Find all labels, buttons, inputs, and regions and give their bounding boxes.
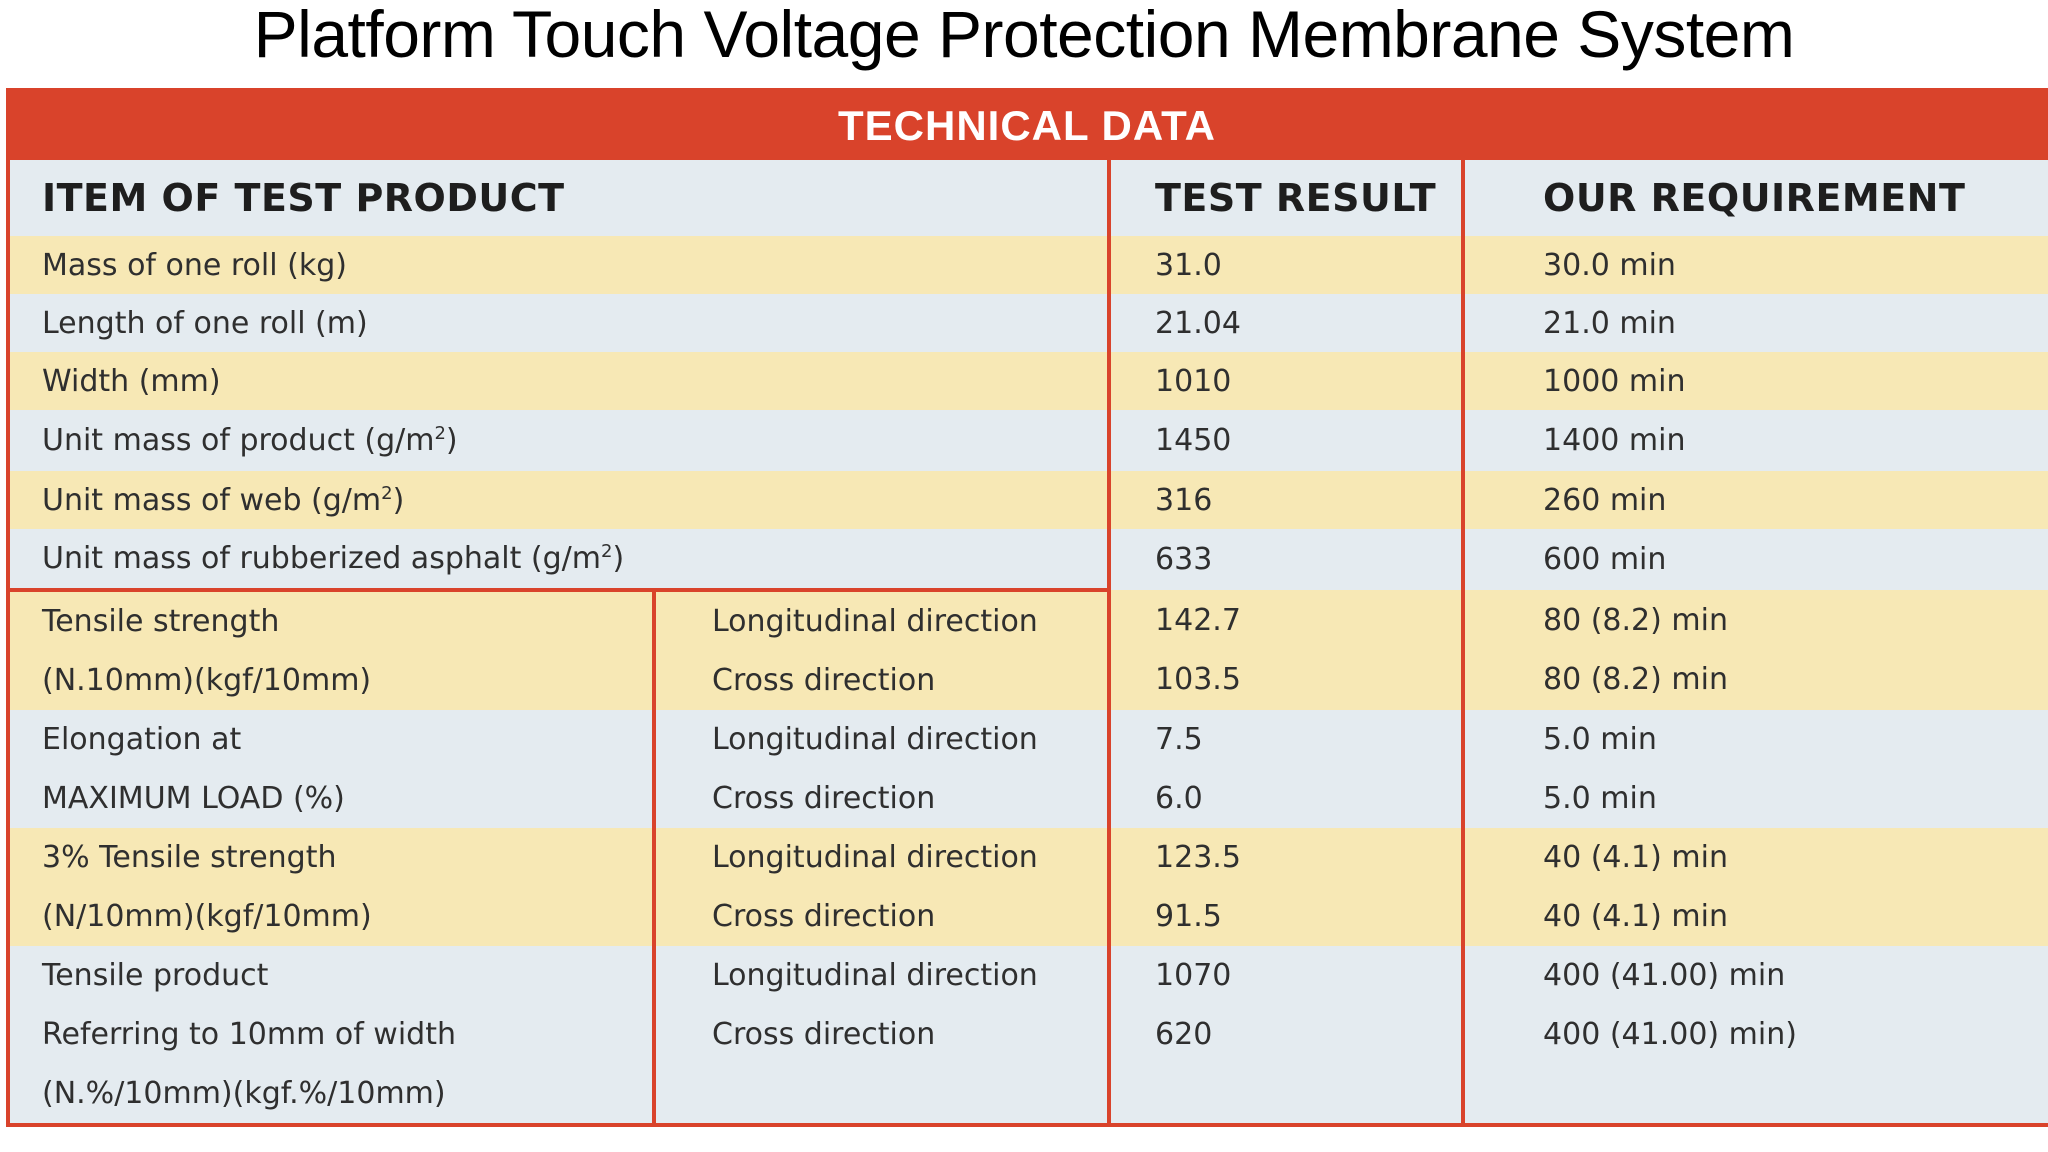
requirement-cell: 80 (8.2) min 80 (8.2) min — [1463, 590, 2048, 710]
header-requirement: OUR REQUIREMENT — [1463, 160, 2048, 236]
result-cell: 21.04 — [1109, 294, 1466, 352]
table-row: Unit mass of web (g/m2) 316 260 min — [5, 471, 2048, 529]
direction-cell: Longitudinal direction Cross direction — [654, 828, 1112, 946]
requirement-cell: 1000 min — [1463, 352, 2048, 410]
requirement-cell: 30.0 min — [1463, 236, 2048, 294]
table-row: Length of one roll (m) 21.04 21.0 min — [5, 294, 2048, 352]
requirement-cell: 400 (41.00) min 400 (41.00) min) — [1463, 946, 2048, 1127]
item-cell: Unit mass of product (g/m2) — [5, 410, 1112, 471]
result-cell: 316 — [1109, 471, 1466, 529]
result-cell: 1010 — [1109, 352, 1466, 410]
result-cell: 142.7 103.5 — [1109, 590, 1466, 710]
table-row: Unit mass of product (g/m2) 1450 1400 mi… — [5, 410, 2048, 471]
table-row: Elongation at MAXIMUM LOAD (%) Longitudi… — [6, 710, 2048, 828]
result-cell: 633 — [1109, 529, 1466, 590]
item-cell: Unit mass of web (g/m2) — [5, 471, 1112, 529]
result-cell: 31.0 — [1109, 236, 1466, 294]
table-row: 3% Tensile strength (N/10mm)(kgf/10mm) L… — [6, 828, 2048, 946]
table-row: Unit mass of rubberized asphalt (g/m2) 6… — [5, 529, 2048, 590]
requirement-cell: 5.0 min 5.0 min — [1463, 710, 2048, 828]
requirement-cell: 1400 min — [1463, 410, 2048, 471]
item-cell: Width (mm) — [5, 352, 1112, 410]
item-cell: Mass of one roll (kg) — [5, 236, 1112, 294]
table-row: Width (mm) 1010 1000 min — [5, 352, 2048, 410]
header-test-result: TEST RESULT — [1109, 160, 1466, 236]
requirement-cell: 600 min — [1463, 529, 2048, 590]
direction-cell: Longitudinal direction Cross direction — [654, 588, 1112, 710]
item-cell: 3% Tensile strength (N/10mm)(kgf/10mm) — [6, 828, 656, 946]
item-cell: Length of one roll (m) — [5, 294, 1112, 352]
technical-data-grid: ITEM OF TEST PRODUCT TEST RESULT OUR REQ… — [5, 160, 2048, 1127]
table-banner: TECHNICAL DATA — [6, 88, 2048, 160]
item-cell: Tensile product Referring to 10mm of wid… — [6, 946, 656, 1127]
requirement-cell: 21.0 min — [1463, 294, 2048, 352]
header-row: ITEM OF TEST PRODUCT TEST RESULT OUR REQ… — [5, 160, 2048, 236]
item-cell: Elongation at MAXIMUM LOAD (%) — [6, 710, 656, 828]
item-cell: Unit mass of rubberized asphalt (g/m2) — [5, 529, 1112, 590]
header-item: ITEM OF TEST PRODUCT — [5, 160, 1112, 236]
result-cell: 123.5 91.5 — [1109, 828, 1466, 946]
requirement-cell: 40 (4.1) min 40 (4.1) min — [1463, 828, 2048, 946]
table-row: Mass of one roll (kg) 31.0 30.0 min — [5, 236, 2048, 294]
item-cell: Tensile strength (N.10mm)(kgf/10mm) — [6, 588, 656, 710]
result-cell: 7.5 6.0 — [1109, 710, 1466, 828]
direction-cell: Longitudinal direction Cross direction — [654, 710, 1112, 828]
technical-data-table: TECHNICAL DATA ITEM OF TEST PRODUCT TEST… — [5, 88, 2048, 1148]
result-cell: 1070 620 — [1109, 946, 1466, 1127]
result-cell: 1450 — [1109, 410, 1466, 471]
table-row: Tensile product Referring to 10mm of wid… — [6, 946, 2048, 1127]
table-row: Tensile strength (N.10mm)(kgf/10mm) Long… — [6, 588, 2048, 710]
requirement-cell: 260 min — [1463, 471, 2048, 529]
page-title: Platform Touch Voltage Protection Membra… — [253, 0, 1795, 71]
direction-cell: Longitudinal direction Cross direction — [654, 946, 1112, 1127]
